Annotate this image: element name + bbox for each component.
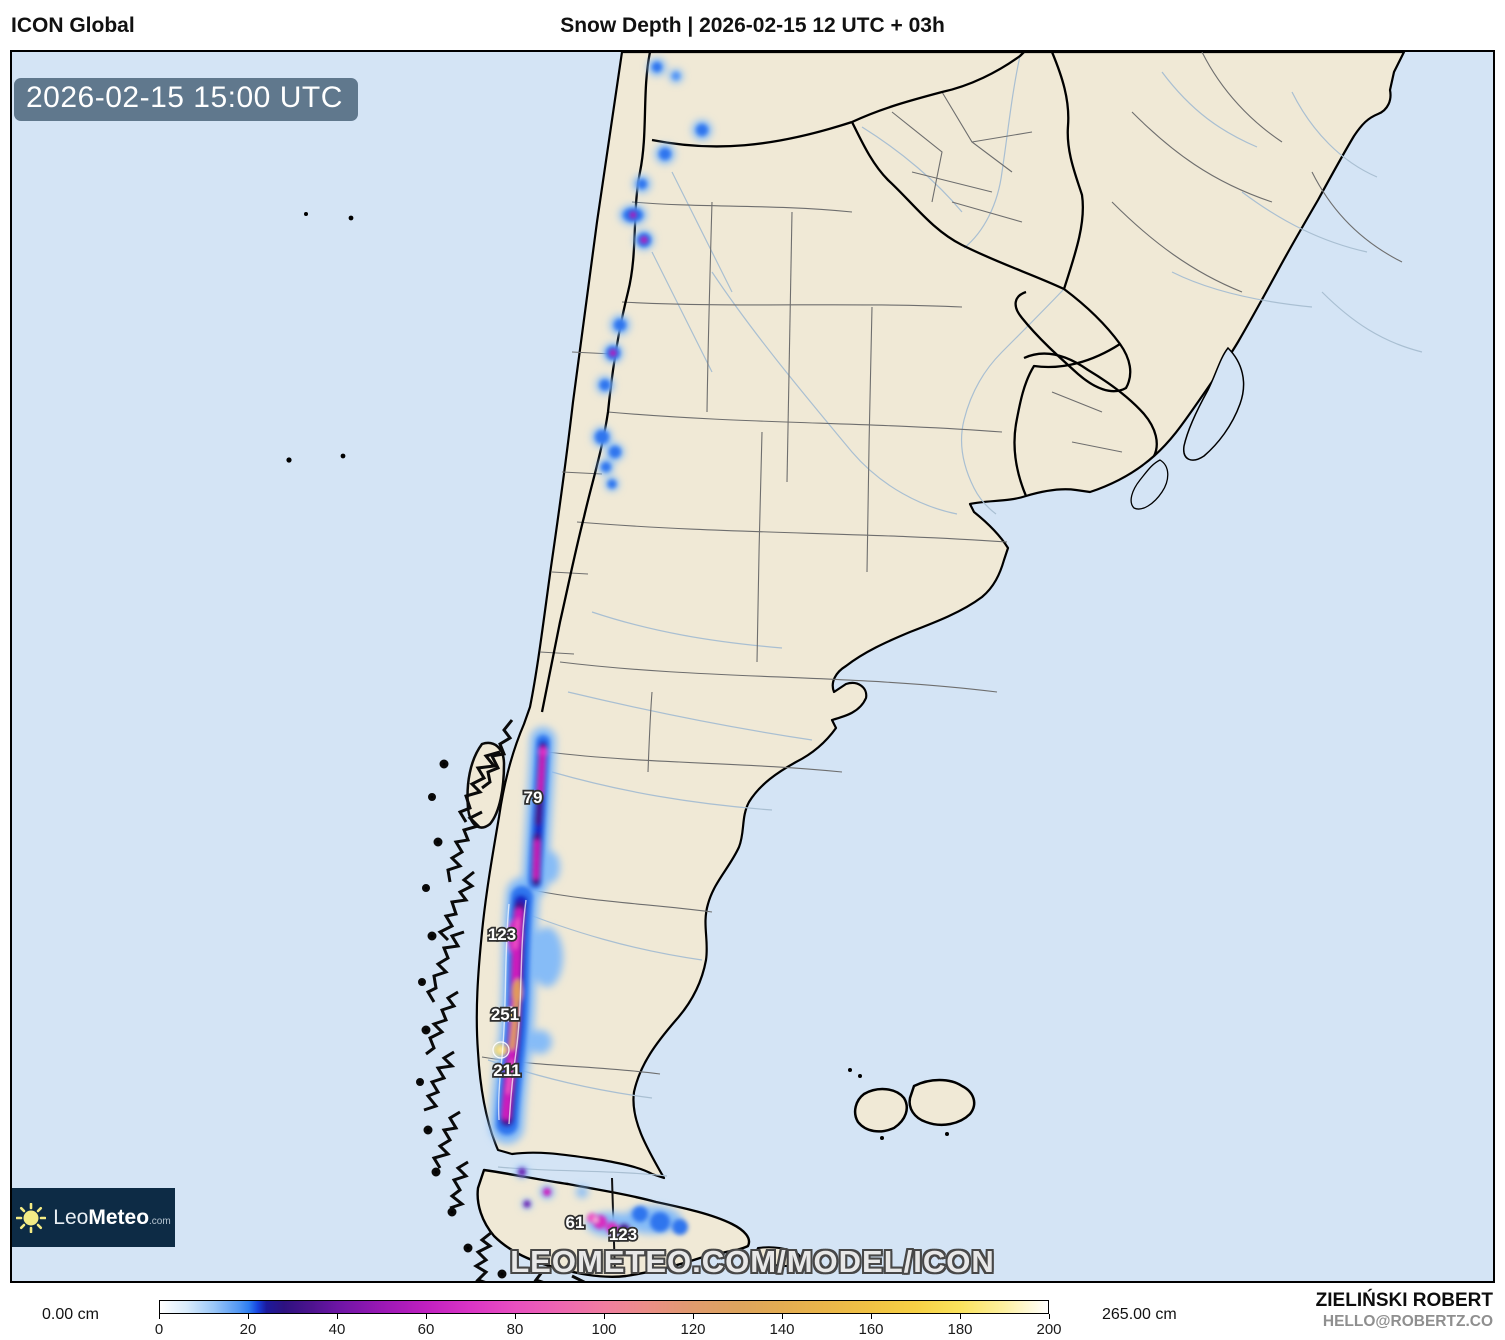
map-canvas: 79 123 251 211 61 123 — [12, 52, 1493, 1281]
tick-mark — [692, 1314, 694, 1319]
snow-max-label: 211 — [493, 1061, 520, 1080]
attribution: ZIELIŃSKI ROBERT HELLO@ROBERTZ.CO — [1316, 1289, 1493, 1332]
leometeo-logo: LeoMeteo.com — [12, 1188, 175, 1247]
sun-icon — [16, 1202, 47, 1233]
snow-max-label: 61 — [566, 1213, 585, 1232]
snow-overlay — [490, 58, 712, 1236]
country-borders — [540, 52, 1158, 713]
snow-max-label: 79 — [524, 788, 543, 807]
fjords — [416, 719, 586, 1281]
colorbar-ticks: 0 20 40 60 80 100 120 140 160 180 200 — [155, 1314, 1062, 1340]
rivers — [487, 55, 1423, 1177]
snow-max-label: 251 — [491, 1005, 519, 1024]
tick-label: 120 — [680, 1321, 706, 1338]
tick-label: 100 — [591, 1321, 617, 1338]
tick-label: 180 — [947, 1321, 973, 1338]
snow-max-labels: 79 123 251 211 61 123 — [486, 786, 639, 1246]
colorbar-gradient — [160, 1301, 1048, 1313]
snow-max-label: 123 — [488, 925, 516, 944]
tick-mark — [425, 1314, 427, 1319]
tick-mark — [247, 1314, 249, 1319]
legend-min-label: 0.00 cm — [42, 1306, 99, 1323]
pacific-island-dots — [286, 212, 354, 463]
tick-mark — [870, 1314, 872, 1319]
model-title: ICON Global — [11, 14, 135, 37]
tick-label: 20 — [239, 1321, 257, 1338]
tick-mark — [603, 1314, 605, 1319]
tick-label: 80 — [506, 1321, 524, 1338]
tick-mark — [781, 1314, 783, 1319]
tick-label: 40 — [328, 1321, 346, 1338]
tick-mark — [158, 1314, 160, 1319]
tick-label: 60 — [417, 1321, 435, 1338]
timestamp-badge: 2026-02-15 15:00 UTC — [14, 78, 358, 121]
tick-mark — [1048, 1314, 1050, 1319]
attribution-name: ZIELIŃSKI ROBERT — [1315, 1290, 1493, 1311]
tick-label: 140 — [769, 1321, 795, 1338]
tick-mark — [336, 1314, 338, 1319]
tick-label: 160 — [858, 1321, 884, 1338]
logo-text: LeoMeteo.com — [53, 1205, 171, 1229]
attribution-email: HELLO@ROBERTZ.CO — [1322, 1313, 1493, 1330]
province-borders — [481, 52, 1403, 1075]
falkland-islands — [848, 1068, 976, 1140]
legend-max-label: 265.00 cm — [1102, 1306, 1177, 1323]
colorbar — [159, 1300, 1049, 1314]
map-title: Snow Depth | 2026-02-15 12 UTC + 03h — [560, 14, 945, 37]
watermark: LEOMETEO.COM/MODEL/ICON — [510, 1244, 995, 1279]
tick-mark — [959, 1314, 961, 1319]
tick-mark — [514, 1314, 516, 1319]
tick-label: 200 — [1036, 1321, 1062, 1338]
snow-max-label: 123 — [609, 1225, 637, 1244]
map-frame: 79 123 251 211 61 123 2026-02-15 15:00 U… — [10, 50, 1495, 1283]
tick-label: 0 — [154, 1321, 164, 1338]
